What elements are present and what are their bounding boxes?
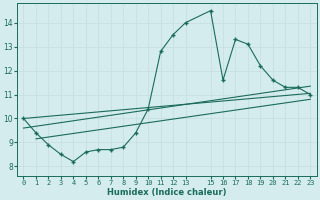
X-axis label: Humidex (Indice chaleur): Humidex (Indice chaleur) xyxy=(107,188,227,197)
